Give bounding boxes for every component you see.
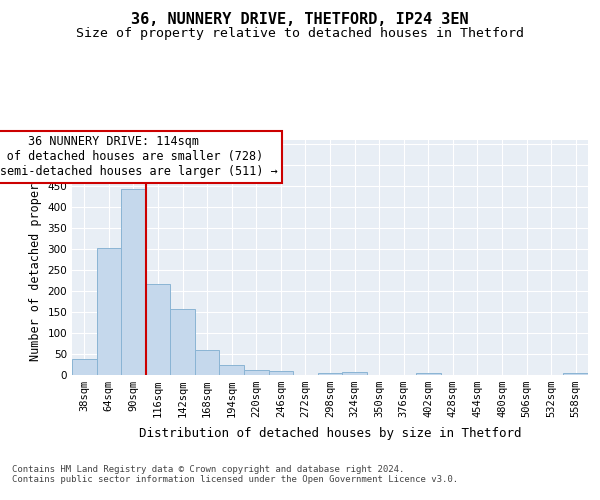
Y-axis label: Number of detached properties: Number of detached properties: [29, 154, 42, 361]
Bar: [220, 364, 244, 375]
Bar: [342, 372, 367, 375]
Bar: [170, 308, 195, 375]
Bar: [416, 373, 440, 375]
Bar: [318, 373, 342, 375]
Bar: [563, 373, 588, 375]
Text: Distribution of detached houses by size in Thetford: Distribution of detached houses by size …: [139, 428, 521, 440]
Bar: [72, 360, 97, 375]
Bar: [121, 189, 146, 375]
Text: Contains HM Land Registry data © Crown copyright and database right 2024.
Contai: Contains HM Land Registry data © Crown c…: [12, 465, 458, 484]
Bar: [244, 370, 269, 375]
Text: 36, NUNNERY DRIVE, THETFORD, IP24 3EN: 36, NUNNERY DRIVE, THETFORD, IP24 3EN: [131, 12, 469, 28]
Bar: [146, 284, 170, 375]
Bar: [97, 248, 121, 375]
Text: 36 NUNNERY DRIVE: 114sqm
← 58% of detached houses are smaller (728)
41% of semi-: 36 NUNNERY DRIVE: 114sqm ← 58% of detach…: [0, 136, 278, 178]
Bar: [195, 350, 220, 375]
Bar: [269, 371, 293, 375]
Text: Size of property relative to detached houses in Thetford: Size of property relative to detached ho…: [76, 28, 524, 40]
